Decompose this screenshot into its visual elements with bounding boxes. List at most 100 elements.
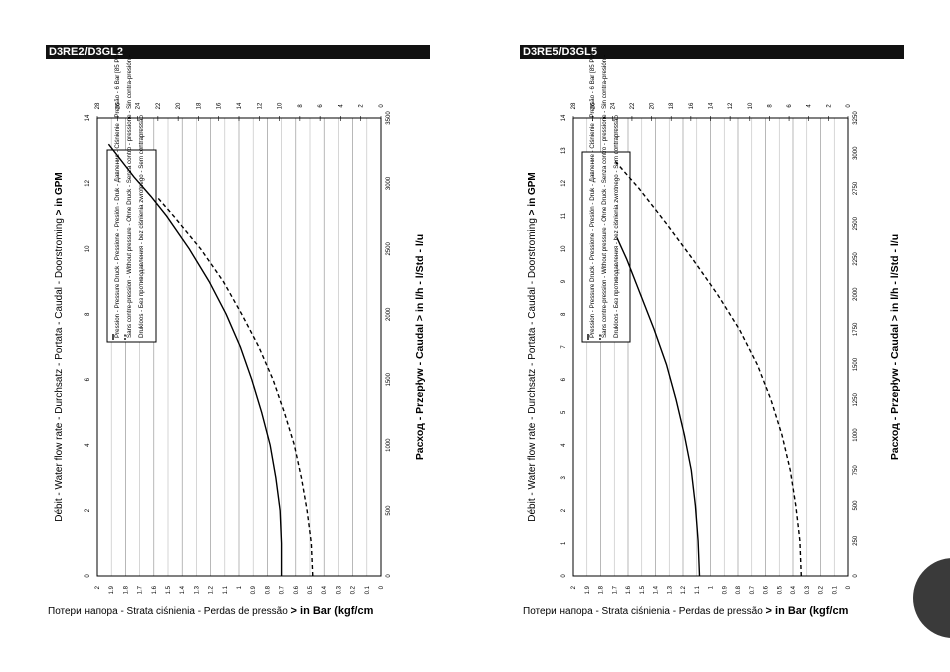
left-legend-text: Pression - Pressure Druck - Pressione - … [114, 51, 121, 338]
right-gpm-axis-title: Débit - Water flow rate - Durchsatz - Po… [527, 172, 538, 521]
right-lh-tick-label: 1250 [853, 393, 859, 407]
left-bar-tick-label: 0.4 [322, 585, 328, 594]
left-curve-without-pressure [156, 196, 314, 577]
right-bar-tick-label: 0.6 [764, 585, 770, 594]
left-psi-tick-label: 12 [257, 102, 263, 109]
left-psi-tick-label: 24 [136, 102, 142, 109]
right-gpm-tick-label: 12 [561, 179, 567, 186]
left-psi-tick-label: 0 [379, 104, 385, 108]
left-bar-tick-label: 1.8 [123, 585, 129, 594]
left-bar-tick-label: 0.8 [265, 585, 271, 594]
pressure-loss-axis-unit: > in Bar (kgf/cm [765, 605, 849, 617]
right-lh-tick-label: 2000 [853, 287, 859, 301]
right-bar-tick-label: 1.4 [654, 585, 660, 594]
chart-header-left: D3RE2/D3GL2 [46, 45, 430, 59]
right-bar-tick-label: 2 [571, 585, 577, 589]
left-gpm-tick-label: 2 [85, 508, 91, 512]
left-gpm-tick-label: 12 [85, 179, 91, 186]
left-lh-tick-label: 3500 [386, 111, 392, 125]
right-gpm-axis-unit: > in GPM [527, 172, 538, 215]
right-chart [572, 116, 849, 577]
left-gpm-tick-label: 0 [85, 574, 91, 578]
left-bar-tick-label: 0.2 [351, 585, 357, 594]
left-psi-tick-label: 18 [196, 102, 202, 109]
right-legend-text: Drukloos - Без противодавления - bez ciś… [613, 115, 620, 338]
right-bar-tick-label: 0.7 [750, 585, 756, 594]
right-gpm-tick-label: 4 [561, 443, 567, 447]
left-psi-tick-label: 16 [217, 102, 223, 109]
right-bar-tick-label: 1 [709, 585, 715, 589]
pressure-loss-axis-title-right: Потери напора - Strata ciśnienia - Perda… [523, 605, 848, 617]
left-bar-tick-label: 0.6 [294, 585, 300, 594]
left-legend-text: Drukloos - Без противодавления - bez ciś… [138, 115, 145, 338]
right-lh-tick-label: 1500 [853, 357, 859, 371]
right-psi-tick-label: 16 [689, 102, 695, 109]
right-gpm-tick-label: 6 [561, 377, 567, 381]
left-bar-tick-label: 0.3 [336, 585, 342, 594]
left-bar-tick-label: 2 [95, 585, 101, 589]
left-gpm-axis-text: Débit - Water flow rate - Durchsatz - Po… [54, 215, 65, 521]
left-bar-tick-label: 1.1 [223, 585, 229, 594]
right-lh-axis-text: Расход - Przepływ - Caudal [889, 321, 901, 460]
right-psi-tick-label: 22 [630, 102, 636, 109]
pressure-loss-axis-title-left: Потери напора - Strata ciśnienia - Perda… [48, 605, 373, 617]
left-lh-axis-text: Расход - Przepływ - Caudal [414, 321, 426, 460]
right-gpm-tick-label: 1 [561, 541, 567, 545]
left-curve-with-pressure [107, 143, 283, 576]
right-gpm-tick-label: 9 [561, 279, 567, 283]
left-psi-tick-label: 26 [115, 102, 121, 109]
left-bar-tick-label: 0.9 [251, 585, 257, 594]
right-lh-tick-label: 2250 [853, 252, 859, 266]
right-bar-tick-label: 1.5 [640, 585, 646, 594]
left-bar-tick-label: 1.2 [209, 585, 215, 594]
right-psi-tick-label: 14 [709, 102, 715, 109]
left-lh-tick-label: 2500 [386, 242, 392, 256]
right-gpm-tick-label: 13 [561, 147, 567, 154]
left-gpm-tick-label: 10 [85, 245, 91, 252]
right-bar-tick-label: 1.1 [695, 585, 701, 594]
right-gpm-tick-label: 7 [561, 345, 567, 349]
left-bar-tick-label: 0.1 [365, 585, 371, 594]
right-bar-tick-label: 1.6 [626, 585, 632, 594]
left-bar-tick-label: 1.9 [109, 585, 115, 594]
left-bar-tick-label: 1.4 [180, 585, 186, 594]
right-lh-tick-label: 2750 [853, 181, 859, 195]
right-bar-tick-label: 1.3 [667, 585, 673, 594]
right-gpm-tick-label: 3 [561, 476, 567, 480]
left-gpm-axis-unit: > in GPM [54, 172, 65, 215]
right-bar-tick-label: 0.8 [736, 585, 742, 594]
right-lh-axis-unit: > in l/h - l/Std - l/u [889, 234, 901, 321]
right-gpm-tick-label: 2 [561, 508, 567, 512]
right-psi-tick-label: 8 [767, 104, 773, 108]
left-chart [96, 116, 382, 577]
chart-header-right: D3RE5/D3GL5 [520, 45, 904, 59]
right-psi-tick-label: 24 [610, 102, 616, 109]
left-psi-tick-label: 28 [95, 102, 101, 109]
left-psi-tick-label: 10 [278, 102, 284, 109]
right-curve-without-pressure [613, 159, 802, 577]
left-psi-tick-label: 6 [318, 104, 324, 108]
right-gpm-tick-label: 5 [561, 410, 567, 414]
right-bar-tick-label: 0.5 [777, 585, 783, 594]
right-bar-tick-label: 1.2 [681, 585, 687, 594]
left-bar-tick-label: 1.7 [138, 585, 144, 594]
right-legend-box [581, 151, 631, 343]
right-plot-frame [572, 117, 849, 577]
right-gpm-tick-label: 0 [561, 574, 567, 578]
right-lh-tick-label: 0 [853, 574, 859, 578]
left-bar-tick-label: 0.5 [308, 585, 314, 594]
right-bar-tick-label: 1.8 [599, 585, 605, 594]
left-gpm-tick-label: 4 [85, 443, 91, 447]
left-psi-tick-label: 22 [156, 102, 162, 109]
right-bar-tick-label: 1.9 [585, 585, 591, 594]
right-lh-tick-label: 1750 [853, 322, 859, 336]
right-psi-tick-label: 2 [826, 104, 832, 108]
right-legend-text: Pression - Pressure Druck - Pressione - … [589, 51, 596, 338]
left-gpm-axis-title: Débit - Water flow rate - Durchsatz - Po… [54, 172, 65, 521]
left-lh-tick-label: 1000 [386, 438, 392, 452]
right-psi-tick-label: 20 [650, 102, 656, 109]
left-bar-tick-label: 1.6 [152, 585, 158, 594]
right-psi-tick-label: 12 [728, 102, 734, 109]
left-legend-text: Sans contre-pression - Without pressure … [126, 55, 133, 338]
